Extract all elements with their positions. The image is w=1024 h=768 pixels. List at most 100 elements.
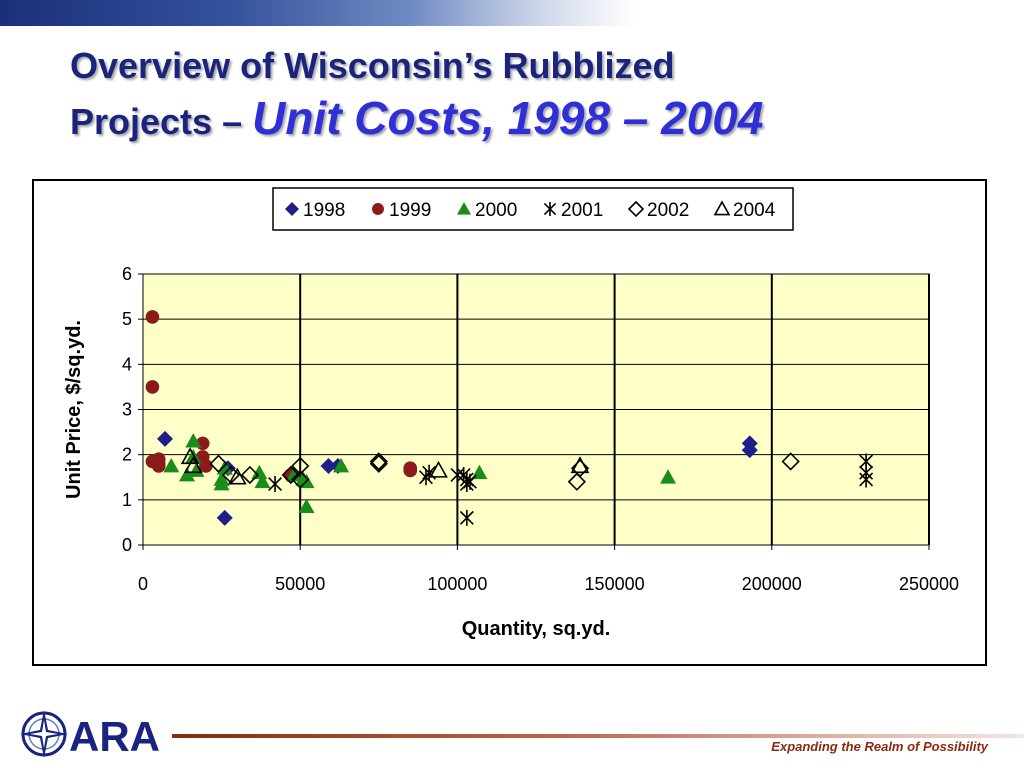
data-point-2001-shape [459,509,474,526]
title-line-2-plain: Projects – [70,101,253,143]
data-point-2001 [459,509,474,526]
data-point-1999-shape [151,459,166,473]
data-point-2000-shape [185,433,202,448]
data-point-1999-shape [403,463,418,478]
compass-star-icon [20,710,68,758]
data-point-2000-shape [216,460,233,475]
data-point-1998-shape [157,430,174,447]
legend-marker-2004-shape [713,200,731,216]
data-point-2002 [369,454,388,473]
data-point-2000-shape [254,473,271,489]
data-point-1998 [741,442,758,459]
y-tick-label: 6 [122,264,132,284]
data-point-2002-shape [209,454,228,473]
footer-rule [172,734,1024,738]
data-point-2002 [570,459,590,478]
scatter-chart: 0 1 2 3 4 5 6 0 50000 100000 150000 200000 250000 Qua… [63,187,959,640]
tagline: Expanding the Realm of Possibility [771,739,988,754]
data-point-2000-shape [179,466,196,482]
data-point-2000-shape [163,457,180,473]
data-point-2004 [429,460,448,478]
legend-marker-1999 [372,203,384,215]
legend-marker-1999-shape [372,203,384,215]
data-point-2001 [859,471,874,488]
data-point-2002 [209,454,228,473]
data-point-2000 [298,498,315,514]
data-point-2004 [570,456,590,474]
data-point-2002 [240,465,260,485]
data-point-2001-shape [859,471,874,488]
x-tick-label: 0 [138,574,148,594]
data-point-2000-shape [213,471,230,486]
x-tick-label: 100000 [427,574,487,594]
legend-marker-2004 [713,200,731,216]
x-tick-label: 50000 [275,574,325,594]
legend-item-1998: 1998 [285,200,345,221]
legend-label-2002: 2002 [647,200,689,221]
legend-box [272,187,794,231]
title-line-2: Projects – Unit Costs, 1998 – 2004 [70,91,763,146]
top-decorative-band [0,0,1024,26]
data-point-2000 [179,466,196,482]
legend-item-2004: 2004 [713,200,776,221]
legend-marker-2000-shape [457,202,471,215]
legend-item-2002: 2002 [627,200,689,221]
data-point-1998 [216,509,233,526]
data-point-2000 [285,466,302,482]
slide-title: Overview of Wisconsin’s Rubblized Projec… [70,44,763,146]
data-point-2000-shape [188,462,205,477]
data-point-1999-shape [199,459,213,473]
data-point-2002 [291,456,310,476]
data-point-1999 [199,459,213,473]
legend-marker-1998 [285,202,299,216]
data-point-2002 [281,465,300,485]
data-point-1998-shape [741,442,758,459]
data-point-2004-shape [570,456,590,474]
data-point-2000 [660,469,677,484]
legend-marker-2000 [457,202,471,215]
legend-item-2000: 2000 [457,200,517,221]
title-line-1: Overview of Wisconsin’s Rubblized [70,45,675,86]
y-tick-label: 0 [122,535,132,555]
data-point-2004-shape [429,460,448,478]
data-point-2001 [463,473,477,490]
legend-marker-2002-shape [627,200,645,218]
data-point-1998 [320,457,337,474]
chart-frame: 0 1 2 3 4 5 6 0 50000 100000 150000 200000 250000 Qua… [32,179,987,666]
data-point-2002 [291,470,310,489]
data-point-2002 [567,472,587,491]
legend-label-1998: 1998 [303,200,345,221]
data-point-2000-shape [660,469,677,484]
data-point-2000 [163,457,180,473]
legend-marker-2001-shape [543,202,557,216]
data-point-2000 [254,473,271,489]
x-tick-label: 150000 [585,574,645,594]
data-point-2002-shape [281,465,300,485]
data-point-2000-shape [285,466,302,482]
legend-label-2004: 2004 [733,200,776,221]
series-1999 [145,310,418,482]
data-point-2004-shape [227,467,247,485]
data-point-2004-shape [183,456,203,474]
y-tick-label: 1 [122,490,132,510]
data-point-2004 [227,467,247,485]
data-point-2002-shape [291,456,310,476]
title-line-2-accent: Unit Costs, 1998 – 2004 [252,92,764,145]
data-point-1999 [151,459,166,473]
logo-text: ARA [69,713,160,760]
series-2000 [163,433,677,514]
y-tick-label: 3 [122,400,132,420]
legend-label-2000: 2000 [475,200,517,221]
series-2004 [180,447,590,485]
data-point-2000 [216,460,233,475]
data-point-1999 [403,463,418,478]
x-axis-label: Quantity, sq.yd. [462,618,611,640]
data-point-2002 [781,452,800,471]
legend: 1998 1999 2000 2001 2002 2004 [272,187,794,231]
data-point-2000 [333,457,350,473]
data-point-1999 [145,380,160,394]
y-tick-label: 2 [122,445,132,465]
data-point-1998-shape [216,509,233,526]
data-point-2001-shape [463,473,477,490]
data-point-1999 [145,310,160,324]
